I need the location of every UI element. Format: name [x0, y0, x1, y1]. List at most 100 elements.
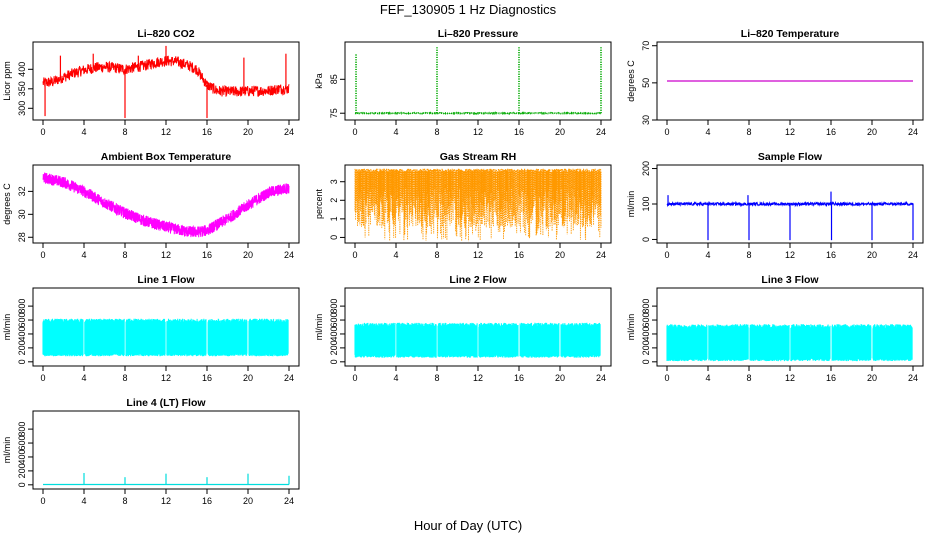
- x-tick-label: 20: [243, 373, 253, 383]
- series-line: [42, 55, 290, 97]
- series-bars: [354, 168, 602, 242]
- x-tick-label: 0: [40, 373, 45, 383]
- y-tick-label: 200: [17, 463, 27, 478]
- x-tick-label: 16: [202, 250, 212, 260]
- x-tick-label: 20: [555, 127, 565, 137]
- x-tick-label: 16: [202, 127, 212, 137]
- panel-ylabel: degrees C: [626, 60, 636, 102]
- y-tick-label: 800: [17, 299, 27, 314]
- x-tick-label: 20: [243, 127, 253, 137]
- series-line: [354, 111, 602, 116]
- y-tick-label: 85: [329, 74, 339, 84]
- x-tick-label: 16: [514, 373, 524, 383]
- series-line4-flow: [43, 472, 290, 486]
- panel-ylabel: ml/min: [2, 437, 12, 464]
- x-tick-label: 8: [122, 373, 127, 383]
- x-tick-label: 12: [473, 373, 483, 383]
- x-tick-label: 8: [434, 250, 439, 260]
- x-tick-label: 12: [473, 250, 483, 260]
- series-box-temp: [42, 172, 290, 238]
- x-tick-label: 4: [705, 373, 710, 383]
- x-tick-label: 4: [393, 250, 398, 260]
- x-tick-label: 24: [908, 127, 918, 137]
- series-sample-flow: [666, 191, 914, 241]
- x-tick-label: 8: [746, 373, 751, 383]
- x-tick-label: 12: [473, 127, 483, 137]
- x-tick-label: 0: [40, 127, 45, 137]
- y-tick-label: 600: [17, 313, 27, 328]
- x-tick-label: 24: [284, 127, 294, 137]
- panel-ylabel: percent: [314, 188, 324, 219]
- y-tick-label: 600: [329, 313, 339, 328]
- figure-title: FEF_130905 1 Hz Diagnostics: [379, 2, 557, 17]
- x-tick-label: 4: [81, 496, 86, 506]
- x-tick-label: 0: [664, 373, 669, 383]
- panel-box-temp: Ambient Box Temperature degrees C 0 4 8 12 16 2…: [2, 151, 300, 260]
- x-tick-label: 4: [705, 250, 710, 260]
- panel-ylabel: ml/min: [626, 314, 636, 341]
- y-tick-label: 600: [641, 313, 651, 328]
- panel-title: Li–820 Pressure: [438, 28, 519, 40]
- panel-title: Gas Stream RH: [440, 151, 516, 163]
- panel-title: Ambient Box Temperature: [101, 151, 232, 163]
- x-tick-label: 24: [596, 250, 606, 260]
- y-tick-label: 800: [641, 299, 651, 314]
- panel-line1-flow: Line 1 Flow ml/min 0 4 8 12 16 20 24 0 20040060080…: [2, 274, 300, 383]
- y-tick-label: 100: [641, 196, 651, 211]
- y-tick-label: 300: [17, 101, 27, 116]
- y-tick-label: 350: [17, 81, 27, 96]
- plot-frame: [344, 41, 612, 121]
- y-tick-label: 0: [329, 235, 339, 240]
- panel-ylabel: ml/min: [2, 314, 12, 341]
- x-tick-label: 16: [514, 250, 524, 260]
- x-tick-label: 0: [352, 250, 357, 260]
- y-tick-label: 50: [641, 78, 651, 88]
- y-tick-label: 400: [17, 62, 27, 77]
- series-band: [42, 172, 290, 238]
- x-tick-label: 24: [908, 250, 918, 260]
- x-tick-label: 8: [434, 373, 439, 383]
- x-tick-label: 24: [908, 373, 918, 383]
- y-tick-label: 70: [641, 41, 651, 51]
- x-tick-label: 24: [284, 496, 294, 506]
- x-tick-label: 16: [202, 373, 212, 383]
- x-tick-label: 16: [826, 250, 836, 260]
- series-line3-flow: [666, 324, 913, 362]
- series-co2: [42, 45, 290, 119]
- x-tick-label: 4: [81, 127, 86, 137]
- x-tick-label: 24: [596, 373, 606, 383]
- x-tick-label: 8: [746, 127, 751, 137]
- plot-frame: [32, 164, 300, 244]
- x-tick-label: 12: [161, 127, 171, 137]
- y-tick-label: 28: [17, 232, 27, 242]
- y-tick-label: 0: [641, 359, 651, 364]
- y-tick-label: 400: [17, 449, 27, 464]
- y-tick-label: 30: [641, 115, 651, 125]
- x-tick-label: 0: [664, 250, 669, 260]
- x-tick-label: 16: [826, 127, 836, 137]
- x-tick-label: 8: [122, 250, 127, 260]
- y-tick-label: 0: [329, 359, 339, 364]
- y-tick-label: 32: [17, 186, 27, 196]
- x-tick-label: 4: [705, 127, 710, 137]
- panel-title: Line 1 Flow: [137, 274, 195, 286]
- series-line2-flow: [354, 322, 601, 358]
- x-tick-label: 24: [596, 127, 606, 137]
- panel-line3-flow: Line 3 Flow ml/min 0 4 8 12 16 20 24 0 20040060080…: [626, 274, 924, 383]
- x-tick-label: 24: [284, 250, 294, 260]
- x-tick-label: 12: [161, 250, 171, 260]
- panel-title: Line 4 (LT) Flow: [126, 397, 206, 409]
- y-tick-label: 1: [329, 216, 339, 221]
- x-tick-label: 0: [40, 250, 45, 260]
- x-tick-label: 4: [81, 250, 86, 260]
- x-tick-label: 4: [393, 127, 398, 137]
- y-tick-label: 2: [329, 198, 339, 203]
- y-tick-label: 0: [17, 359, 27, 364]
- panel-pressure: Li–820 Pressure kPa 0 4 8 12 16 20 24 75 85: [314, 28, 612, 137]
- y-tick-label: 200: [641, 161, 651, 176]
- figure-xlabel: Hour of Day (UTC): [413, 518, 523, 533]
- x-tick-label: 24: [284, 373, 294, 383]
- series-rh: [354, 168, 602, 242]
